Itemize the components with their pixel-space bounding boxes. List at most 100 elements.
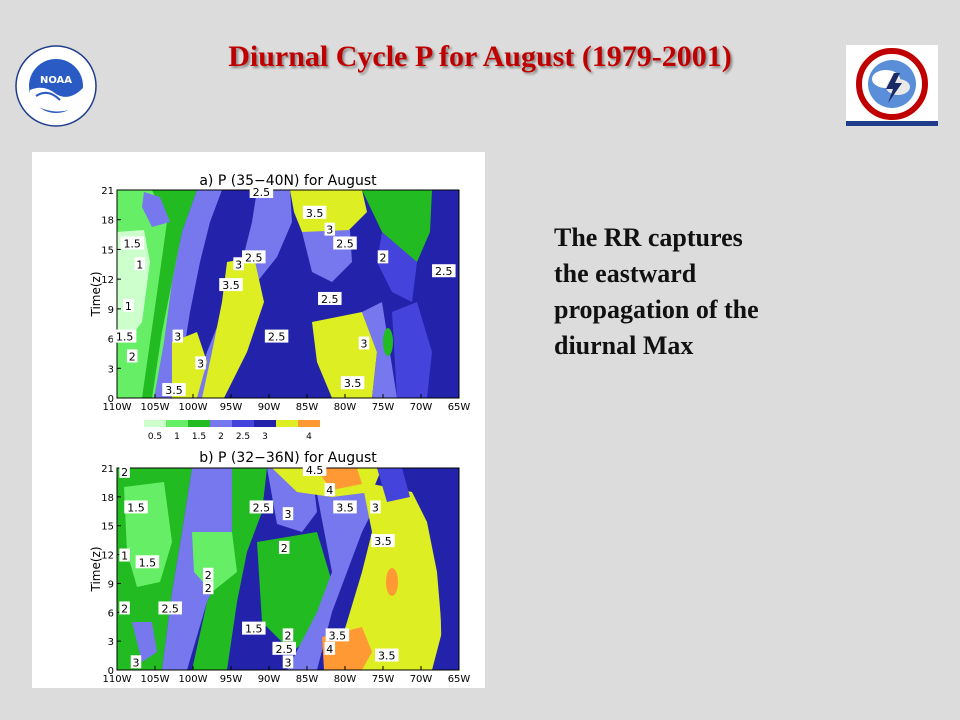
x-tick-label: 110W xyxy=(103,674,132,685)
contour-label: 4.5 xyxy=(306,464,324,477)
contour-label-box xyxy=(119,464,130,478)
panel-a-heatmap: 110W 105W 100W 95W 90W 85W 80W 75W 70W 65W0369121… xyxy=(89,173,470,413)
colorbar-label: 1.5 xyxy=(192,432,206,442)
contour-label: 3.5 xyxy=(374,535,392,548)
contour-label: 3 xyxy=(285,508,292,521)
x-tick-label: 90W xyxy=(258,674,281,685)
x-tick-label: 65W xyxy=(448,674,471,685)
contour-label-box xyxy=(282,507,294,521)
x-tick-label: 100W xyxy=(179,402,208,413)
contour-label: 1.5 xyxy=(127,501,145,514)
contour-label-box xyxy=(282,628,294,642)
contour-label: 3.5 xyxy=(336,501,354,514)
y-tick-label: 15 xyxy=(101,522,114,533)
contour-label-box xyxy=(130,655,142,669)
contour-label-box xyxy=(282,655,294,669)
colorbar-swatch xyxy=(188,420,210,427)
colorbar-label: 2 xyxy=(218,432,224,442)
contour-label-box xyxy=(264,329,289,343)
y-tick-label: 12 xyxy=(101,551,114,562)
y-tick-label: 18 xyxy=(101,216,114,227)
contour-label-box xyxy=(370,500,381,514)
contour-label-box xyxy=(162,383,186,397)
contour-label-box xyxy=(324,641,336,655)
contour-label: 2 xyxy=(121,602,128,615)
y-tick-label: 18 xyxy=(101,493,114,504)
contour-label: 2 xyxy=(205,582,212,595)
x-tick-label: 100W xyxy=(179,674,208,685)
colorbar: 0.5 1 1.5 2 2.5 3 4 xyxy=(144,420,320,442)
precipitation-figure: 110W 105W 100W 95W 90W 85W 80W 75W 70W 65W 0 3 6 9 12 1… xyxy=(32,152,485,688)
contour-label-box xyxy=(172,329,184,343)
contour-label: 2.5 xyxy=(253,186,271,199)
panel-a-ylabel: Time(z) xyxy=(89,271,103,317)
contour-label-box xyxy=(302,462,327,476)
colorbar-label: 0.5 xyxy=(148,432,162,442)
noaa-logo-text: NOAA xyxy=(40,75,72,86)
contour-label: 1.5 xyxy=(139,556,157,569)
x-tick-label: 75W xyxy=(372,674,395,685)
x-tick-label: 70W xyxy=(410,402,433,413)
colorbar-label: 3 xyxy=(262,432,268,442)
contour-label-box xyxy=(158,601,182,615)
x-tick-label: 105W xyxy=(141,674,170,685)
contour-label: 2 xyxy=(205,569,212,582)
noaa-logo-icon: NOAA xyxy=(14,44,98,128)
contour-label: 3 xyxy=(197,357,204,370)
contour-label: 3 xyxy=(174,331,181,344)
y-tick-label: 15 xyxy=(101,245,114,256)
contour-label-box xyxy=(119,548,130,562)
contour-label: 2.5 xyxy=(161,602,179,615)
contour-label-box xyxy=(325,628,350,642)
contour-label: 3 xyxy=(326,224,333,237)
contour-label-box xyxy=(202,581,214,595)
contour-label-box xyxy=(324,483,336,497)
contour-label-box xyxy=(432,264,456,278)
slide-caption: The RR captures the eastward propagation… xyxy=(554,220,884,364)
panel-b-title: b) P (32−36N) for August xyxy=(199,450,377,466)
contour-label: 1 xyxy=(121,550,128,563)
panel-b-axes: 110W 105W 100W 95W 90W 85W 80W 75W 70W 65W0369121… xyxy=(101,464,470,685)
colorbar-swatch xyxy=(232,420,254,427)
contour-label: 2 xyxy=(281,542,288,555)
contour-label: 3 xyxy=(361,338,368,351)
x-tick-label: 80W xyxy=(334,402,357,413)
x-tick-label: 75W xyxy=(372,402,395,413)
contour-label: 2.5 xyxy=(336,237,354,250)
contour-label: 3 xyxy=(372,501,379,514)
panel-b-ylabel: Time(z) xyxy=(89,546,103,592)
slide-title: Diurnal Cycle P for August (1979-2001) xyxy=(228,40,732,73)
x-tick-label: 95W xyxy=(220,674,243,685)
contour-label: 2 xyxy=(129,350,136,363)
contour-label-box xyxy=(242,250,266,264)
x-tick-label: 70W xyxy=(410,674,433,685)
contour-label: 2.5 xyxy=(245,251,262,264)
contour-label: 4 xyxy=(326,484,333,497)
colorbar-label: 1 xyxy=(174,432,180,442)
y-tick-label: 0 xyxy=(108,666,114,677)
contour-label-box xyxy=(119,601,130,615)
y-tick-label: 9 xyxy=(108,305,114,316)
caption-line: propagation of the xyxy=(554,295,759,324)
contour-label-box xyxy=(272,641,296,655)
contour-label: 3 xyxy=(235,258,242,271)
contour-label-box xyxy=(371,534,395,548)
contour-label-box xyxy=(375,648,399,662)
caption-line: diurnal Max xyxy=(554,331,694,360)
contour-label: 4 xyxy=(326,643,333,656)
colorbar-swatch xyxy=(254,420,276,427)
colorbar-swatch xyxy=(298,420,320,427)
caption-line: the eastward xyxy=(554,259,697,288)
contour-label-box xyxy=(249,184,274,198)
contour-label: 2.5 xyxy=(253,501,271,514)
contour-label-box xyxy=(333,500,357,514)
contour-label: 2.5 xyxy=(268,331,286,344)
colorbar-label: 4 xyxy=(306,432,312,442)
x-tick-label: 105W xyxy=(141,402,170,413)
contour-label: 1.5 xyxy=(245,623,262,636)
contour-label-box xyxy=(126,349,138,363)
contour-label-box xyxy=(123,298,134,312)
colorbar-swatch xyxy=(166,420,188,427)
x-tick-label: 85W xyxy=(296,402,319,413)
